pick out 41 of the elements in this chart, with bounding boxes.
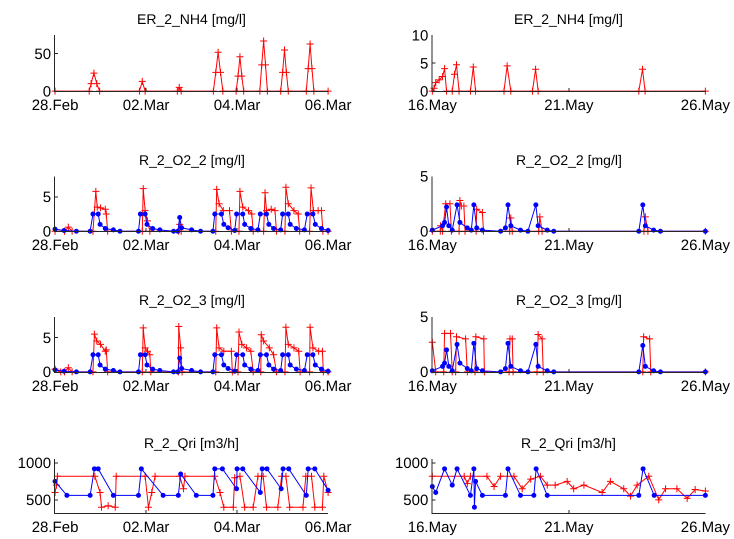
x-tick-label: 06.Mar — [304, 378, 352, 395]
y-tick-label: 5 — [42, 189, 52, 206]
y-tick-label: 500 — [26, 492, 52, 510]
x-tick-label: 16.May — [408, 519, 458, 536]
x-tick-label: 28.Feb — [32, 519, 78, 536]
y-tick-label: 10 — [412, 27, 428, 44]
y-tick-label: 5 — [420, 309, 428, 326]
chart-title: ER_2_NH4 [mg/l] — [514, 11, 623, 27]
x-tick-label: 06.Mar — [304, 519, 352, 536]
x-tick-label: 02.Mar — [122, 519, 170, 536]
x-tick-label: 04.Mar — [214, 378, 260, 395]
chart-title: R_2_O2_3 [mg/l] — [139, 292, 245, 308]
y-tick-label: 5 — [42, 330, 52, 347]
y-tick-label: 1000 — [18, 455, 52, 472]
y-tick-label: 50 — [34, 46, 52, 63]
x-tick-label: 26.May — [680, 519, 730, 536]
x-tick-label: 26.May — [680, 237, 730, 254]
x-tick-label: 21.May — [544, 378, 594, 395]
x-tick-label: 04.Mar — [214, 519, 260, 536]
x-tick-label: 21.May — [544, 237, 594, 254]
chart-title: R_2_O2_2 [mg/l] — [139, 152, 245, 168]
x-tick-label: 26.May — [680, 378, 730, 395]
x-tick-label: 21.May — [544, 97, 594, 114]
y-tick-label: 1000 — [394, 455, 428, 472]
x-tick-label: 06.Mar — [304, 97, 352, 114]
chart-title: R_2_Qri [m3/h] — [521, 435, 616, 451]
x-tick-label: 02.Mar — [122, 97, 170, 114]
x-tick-label: 04.Mar — [214, 237, 260, 254]
y-tick-label: 5 — [420, 168, 428, 186]
x-tick-label: 06.Mar — [304, 237, 352, 254]
chart-title: R_2_O2_2 [mg/l] — [516, 152, 622, 168]
x-tick-label: 21.May — [544, 519, 594, 536]
chart-title: R_2_Qri [m3/h] — [144, 435, 239, 451]
x-tick-label: 04.Mar — [214, 97, 260, 114]
chart-title: R_2_O2_3 [mg/l] — [516, 292, 622, 308]
x-tick-label: 02.Mar — [122, 237, 170, 254]
x-tick-label: 02.Mar — [122, 378, 170, 395]
x-tick-label: 26.May — [680, 97, 730, 114]
chart-title: ER_2_NH4 [mg/l] — [137, 11, 246, 27]
y-tick-label: 500 — [403, 492, 428, 510]
y-tick-label: 5 — [420, 55, 428, 72]
